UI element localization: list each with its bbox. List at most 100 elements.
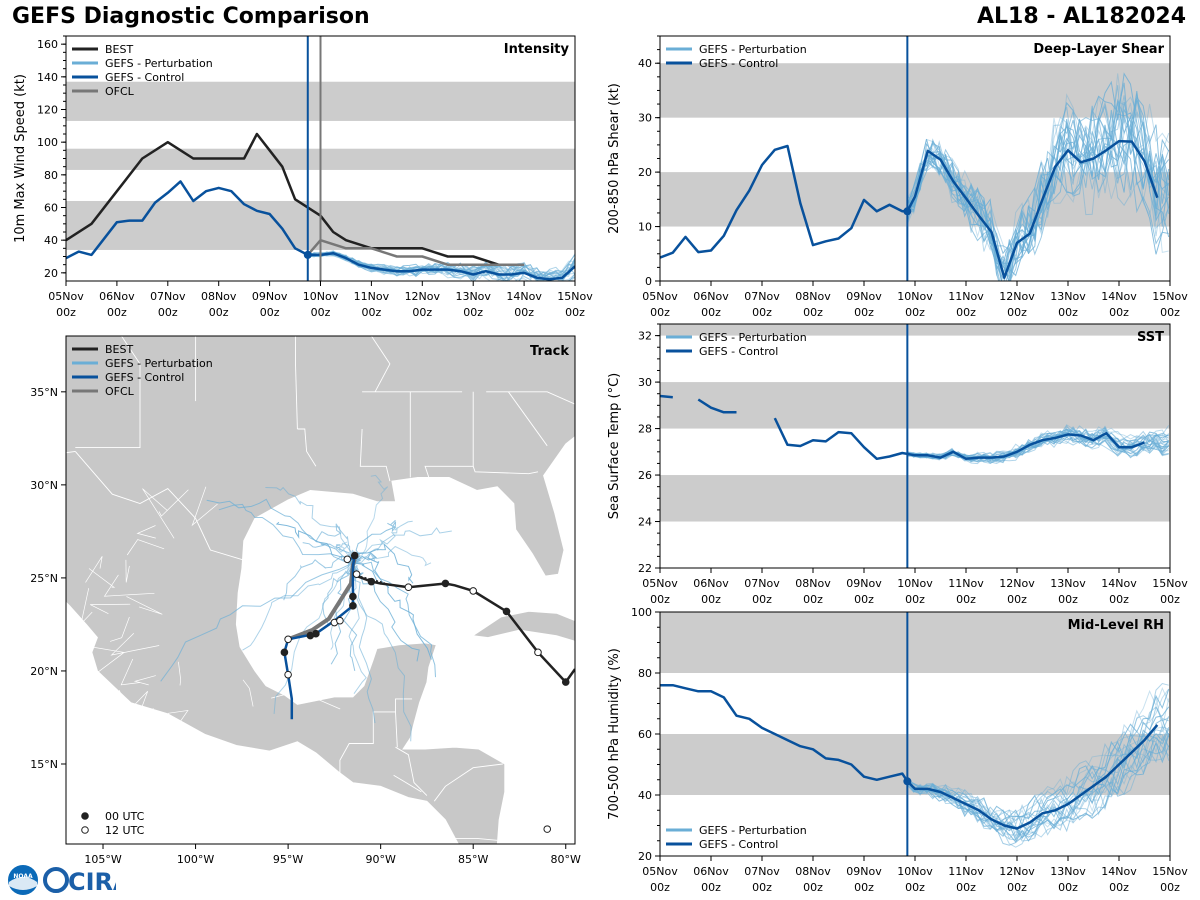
country-border [297,428,317,467]
state-border [80,644,125,674]
shear-xtick-label: 00z [956,306,976,319]
shear-xtick-label: 06Nov [693,290,729,303]
shear-xtick-label: 11Nov [948,290,984,303]
sst-ytick-label: 22 [638,562,652,575]
intensity-panel: 20 40 60 80 100 120 140 160 05Nov 00z 06Nov 00z 07No… [13,35,593,319]
intensity-series-gefs-control [66,180,575,281]
sst-perturbation-line [907,428,1169,462]
sst-xtick-label: 05Nov [642,577,678,590]
shear-title: Deep-Layer Shear [1033,42,1164,57]
shear-perturbation-line [906,96,1170,279]
intensity-legend-label: GEFS - Control [105,71,184,84]
rh-band-1 [660,612,1170,673]
sst-xtick-label: 00z [1058,593,1078,606]
shear-xtick-label: 00z [803,306,823,319]
intensity-legend-label: OFCL [105,85,135,98]
state-border [298,658,318,687]
sst-band-0 [660,475,1170,522]
rh-xtick-label: 00z [1160,881,1180,894]
shear-ytick-label: 40 [638,57,652,70]
control-marker-00utc [349,592,357,601]
best-marker-00utc [367,577,376,586]
rh-xtick-label: 06Nov [693,865,729,878]
control-marker-00utc [350,551,359,560]
track-xtick-label: 105°W [84,853,121,866]
shear-xtick-label: 00z [1007,306,1027,319]
north-america-land [66,336,575,844]
track-xtick-label: 85°W [458,853,488,866]
sst-band-1 [660,382,1170,429]
ensemble-track [352,545,432,567]
track-marker-legend-symbol [81,826,89,834]
rh-xtick-label: 09Nov [846,865,882,878]
state-border [110,633,160,656]
sst-ytick-label: 26 [638,469,652,482]
shear-perturbation-line [906,114,1170,281]
intensity-xtick-label: 00z [107,306,127,319]
control-marker-12utc [343,555,352,564]
shear-panel: 0 10 20 30 40 05Nov 00z 06Nov 00z 07Nov 00z 08Nov 00… [607,35,1188,319]
country-border [508,391,548,447]
rh-ylabel: 700-500 hPa Humidity (%) [607,648,622,820]
rh-perturbation-line [907,732,1170,838]
control-marker-12utc [336,616,344,625]
best-marker-12utc [469,587,478,595]
track-ytick-label: 30°N [30,479,58,492]
shear-perturbation-line [907,140,1170,281]
state-border [126,539,165,556]
rh-xtick-label: 11Nov [948,865,984,878]
intensity-xtick-label: 10Nov [303,290,339,303]
sst-ytick-label: 28 [638,423,652,436]
control-marker-12utc [284,670,292,679]
country-border [371,336,391,393]
intensity-ytick-label: 20 [44,267,58,280]
sst-ylabel: Sea Surface Temp (°C) [607,373,622,520]
ensemble-track [352,562,420,662]
track-marker-legend-symbol [81,812,89,820]
intensity-plot-area [66,36,575,281]
shear-xtick-label: 07Nov [744,290,780,303]
sst-plot-area [660,324,1170,568]
state-border [133,675,156,686]
intensity-xtick-label: 00z [158,306,178,319]
intensity-xtick-label: 00z [412,306,432,319]
shear-xtick-label: 00z [1160,306,1180,319]
track-legend-label: OFCL [105,385,135,398]
best-marker-12utc [543,825,552,833]
cuba-land [472,610,575,642]
rh-panel: 20 40 60 80 100 05Nov 00z 06Nov 00z 07Nov 00z 08Nov… [607,606,1188,894]
cira-globe-icon [43,867,69,893]
state-border [167,709,189,732]
bahamas-land [594,544,622,587]
sst-title: SST [1137,330,1164,345]
country-border [75,336,141,449]
track-ytick-label: 20°N [30,665,58,678]
shear-ytick-label: 0 [645,275,652,288]
state-border [118,689,154,722]
rh-ytick-label: 40 [638,789,652,802]
ensemble-track [206,498,354,564]
sst-xtick-label: 00z [1160,593,1180,606]
ensemble-track [352,474,389,564]
best-track [356,574,575,685]
shear-xtick-label: 14Nov [1101,290,1137,303]
control-marker-12utc [284,635,292,644]
intensity-xtick-label: 00z [56,306,76,319]
country-border [472,466,539,475]
intensity-ytick-label: 140 [37,71,58,84]
sst-xtick-label: 08Nov [795,577,831,590]
sst-xtick-label: 14Nov [1101,577,1137,590]
track-marker-legend-label: 12 UTC [105,824,145,837]
best-marker-12utc [534,648,542,657]
sst-xtick-label: 00z [803,593,823,606]
rh-ytick-label: 80 [638,667,652,680]
best-marker-00utc [502,607,511,616]
shear-perturbation-line [907,73,1170,266]
state-border [158,489,189,517]
intensity-xtick-label: 00z [209,306,229,319]
ensemble-track [352,519,397,564]
rh-xtick-label: 00z [905,881,925,894]
sst-xtick-label: 10Nov [897,577,933,590]
control-track [283,551,357,720]
